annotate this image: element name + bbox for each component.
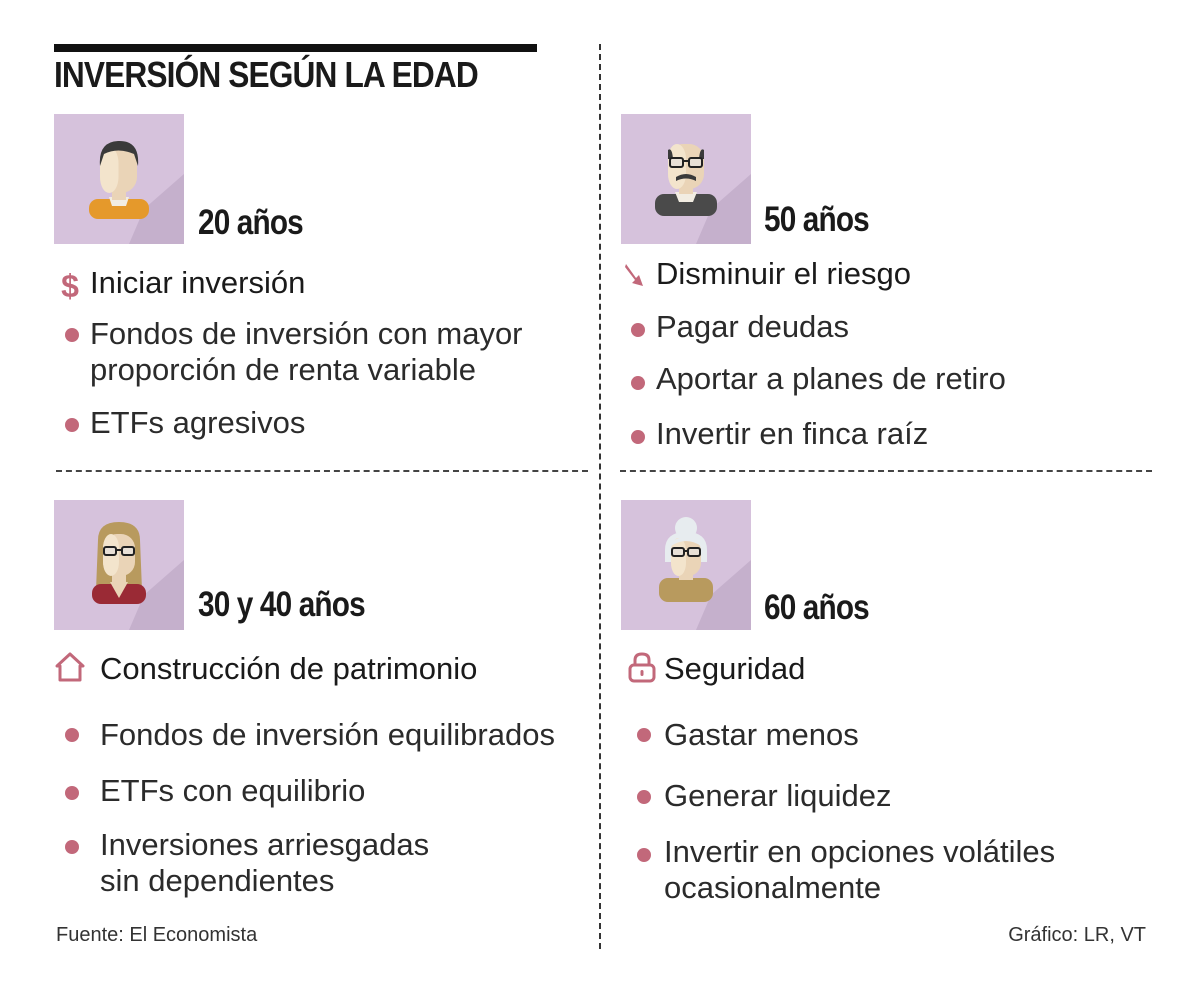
woman-avatar-icon (54, 500, 184, 630)
list-item: Fondos de inversión equilibrados (100, 717, 555, 752)
source-note: Fuente: El Economista (56, 924, 258, 946)
category-label: Disminuir el riesgo (656, 256, 911, 291)
elderly-woman-avatar-icon (621, 500, 751, 630)
bullet-dot (631, 323, 645, 337)
bullet-dot (65, 728, 79, 742)
age-label: 30 y 40 años (198, 585, 366, 624)
age-label: 20 años (198, 203, 304, 242)
list-item: ETFs con equilibrio (100, 773, 366, 808)
list-item: ETFs agresivos (90, 405, 306, 440)
age-label: 60 años (764, 588, 870, 627)
title-bar (54, 44, 537, 52)
older-man-avatar-icon (621, 114, 751, 244)
category-label: Iniciar inversión (90, 265, 306, 300)
list-item: Invertir en opciones volátiles ocasional… (664, 834, 1056, 905)
list-item: Fondos de inversión con mayor proporción… (90, 316, 523, 387)
bullet-dot (65, 418, 79, 432)
house-icon (55, 652, 85, 682)
svg-text:$: $ (61, 268, 79, 300)
bullet-dot (637, 790, 651, 804)
category-label: Construcción de patrimonio (100, 651, 478, 686)
horizontal-divider-right (620, 470, 1152, 472)
credit-note: Gráfico: LR, VT (1008, 924, 1146, 946)
age-label: 50 años (764, 200, 870, 239)
list-item: Generar liquidez (664, 778, 892, 813)
arrow-down-right-icon (625, 264, 643, 286)
list-item: Invertir en finca raíz (656, 416, 929, 451)
lock-icon (628, 652, 656, 683)
bullet-dot (631, 376, 645, 390)
bullet-dot (65, 786, 79, 800)
bullet-dot (65, 328, 79, 342)
bullet-dot (631, 430, 645, 444)
list-item: Pagar deudas (656, 309, 850, 344)
dollar-icon: $ (61, 268, 79, 300)
bullet-dot (65, 840, 79, 854)
vertical-divider (599, 44, 601, 949)
bullet-dot (637, 848, 651, 862)
list-item: Aportar a planes de retiro (656, 361, 1006, 396)
list-item: Gastar menos (664, 717, 859, 752)
page-title: INVERSIÓN SEGÚN LA EDAD (54, 54, 479, 95)
young-man-avatar-icon (54, 114, 184, 244)
bullet-dot (637, 728, 651, 742)
list-item: Inversiones arriesgadas sin dependientes (100, 827, 430, 898)
horizontal-divider-left (56, 470, 588, 472)
category-label: Seguridad (664, 651, 806, 686)
